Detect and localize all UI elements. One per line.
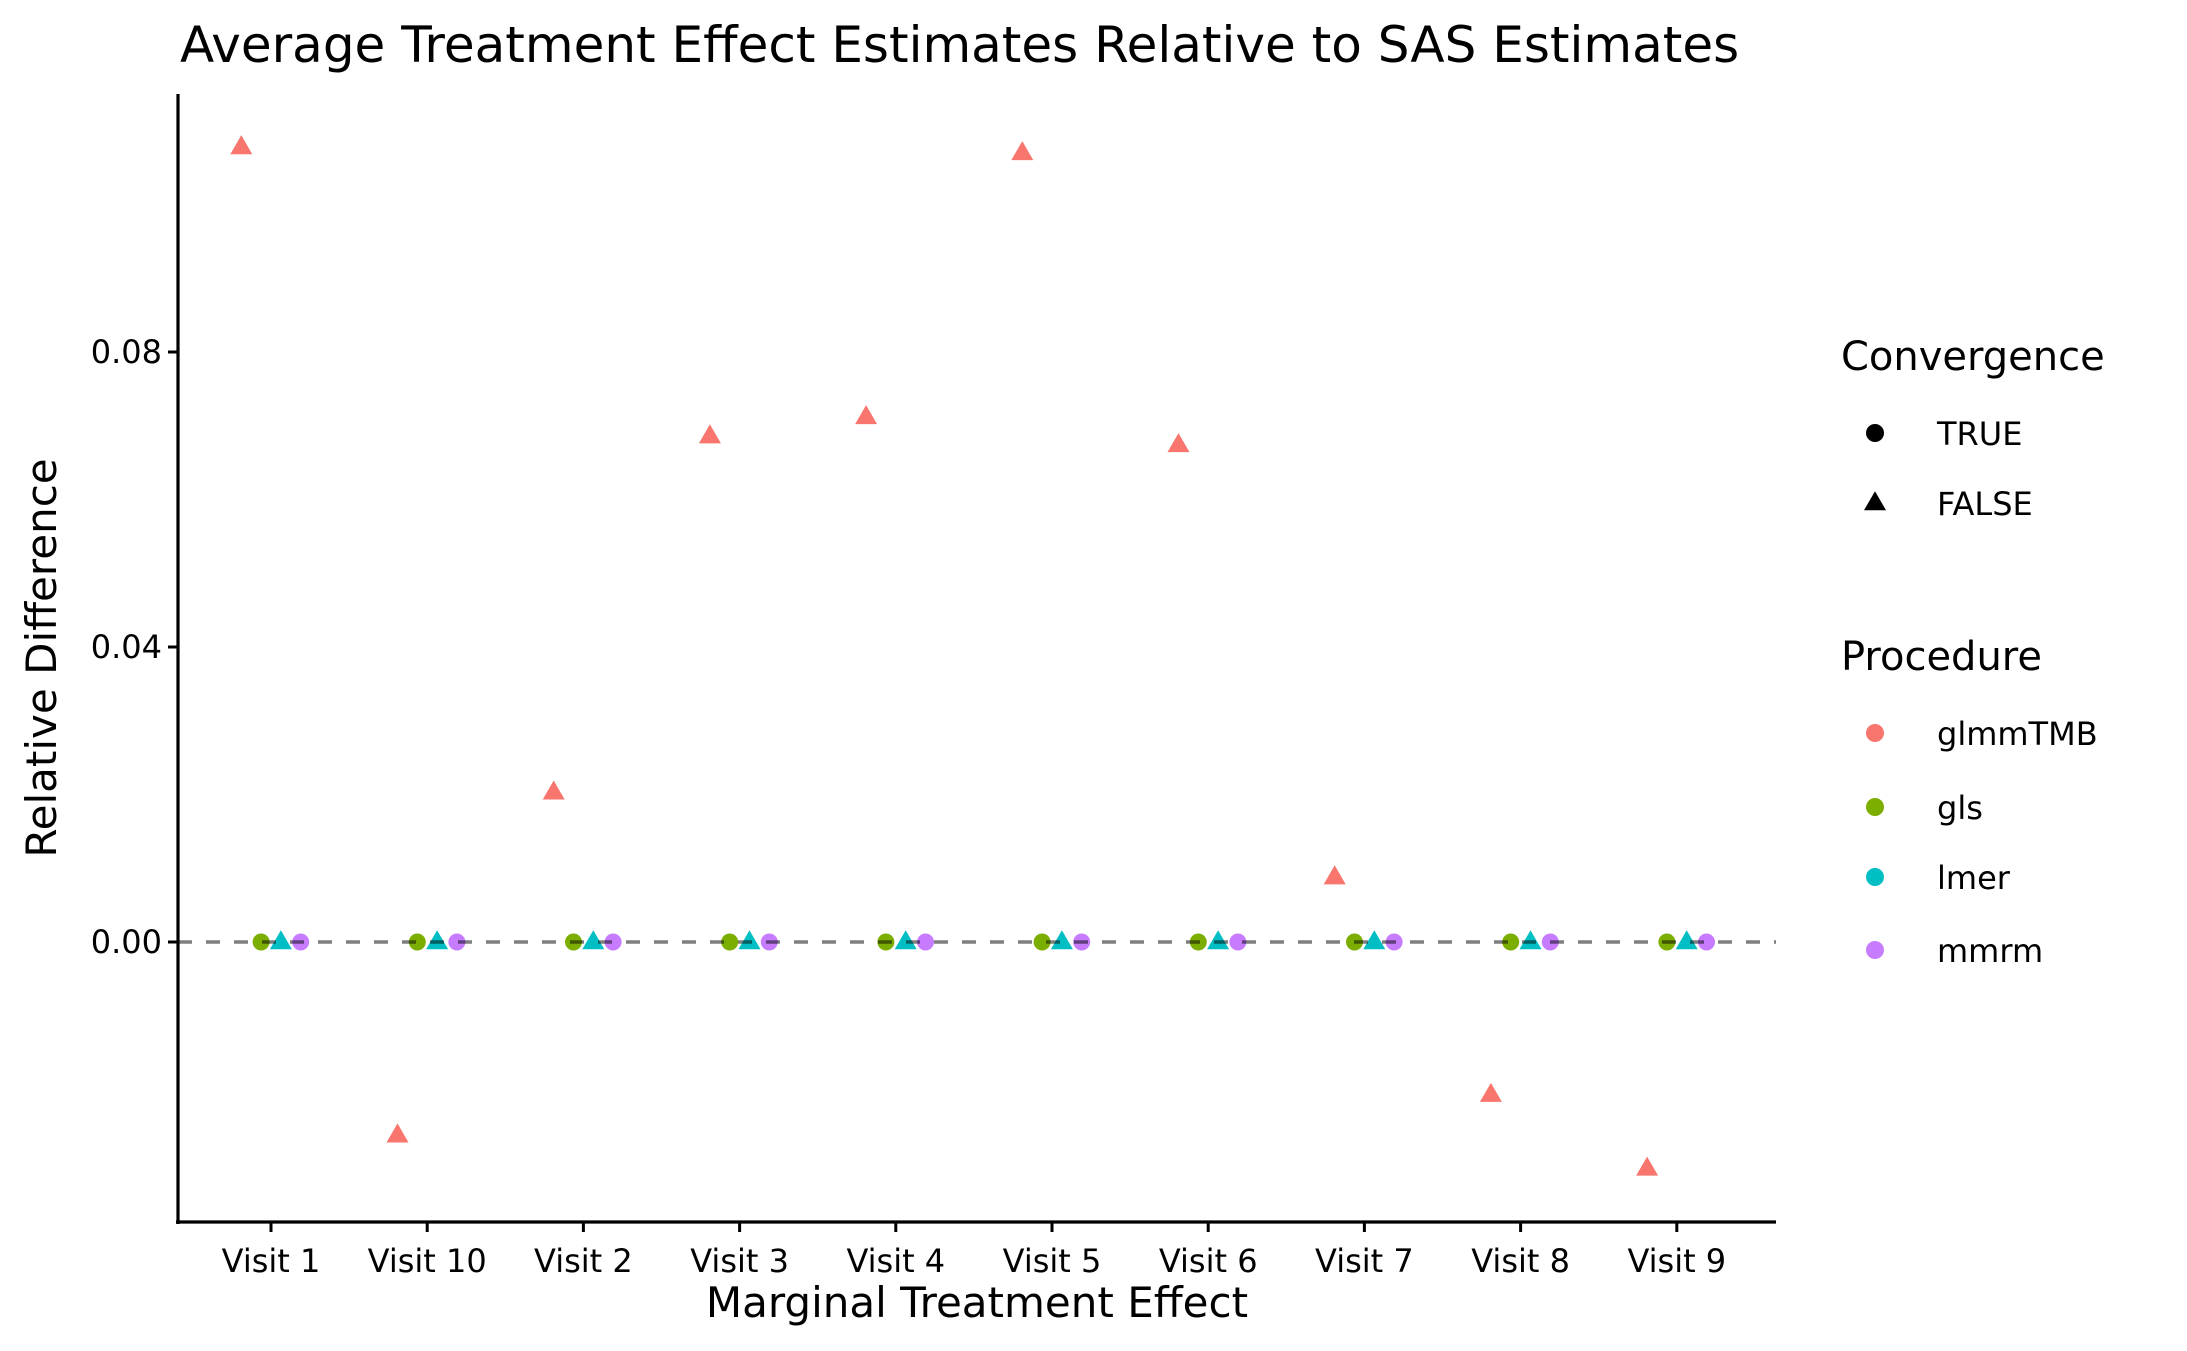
data-point-glmmtmb-visit-8 xyxy=(1479,1082,1502,1102)
data-point-mmrm-visit-6 xyxy=(1229,933,1247,951)
data-point-mmrm-visit-4 xyxy=(917,933,934,951)
legend-key-circle-icon xyxy=(1866,941,1884,959)
data-point-mmrm-visit-10 xyxy=(448,933,466,951)
legend-label: mmrm xyxy=(1937,932,2043,970)
x-tick-label: Visit 7 xyxy=(1315,1242,1414,1280)
legend: Convergence TRUE FALSE Procedure glmmTMB gls l… xyxy=(1841,334,2105,970)
data-point-lmer-visit-2 xyxy=(582,930,605,950)
y-tick-label: 0.04 xyxy=(91,628,162,666)
legend-label: FALSE xyxy=(1937,485,2033,523)
legend-label: glmmTMB xyxy=(1937,715,2098,753)
legend-label: lmer xyxy=(1937,859,2011,897)
data-point-glmmtmb-visit-1 xyxy=(230,135,253,155)
y-axis-title: Relative Difference xyxy=(17,458,66,857)
legend-title: Procedure xyxy=(1841,634,2042,680)
legend-title: Convergence xyxy=(1841,334,2105,380)
x-tick-label: Visit 3 xyxy=(690,1242,789,1280)
data-point-lmer-visit-5 xyxy=(1050,930,1073,950)
x-tick-label: Visit 5 xyxy=(1003,1242,1102,1280)
data-point-glmmtmb-visit-7 xyxy=(1323,865,1346,885)
y-tick-label: 0.08 xyxy=(91,333,162,371)
data-point-lmer-visit-9 xyxy=(1675,930,1698,950)
data-point-glmmtmb-visit-3 xyxy=(698,424,721,444)
plot-area: 0.00 0.04 0.08 Visit 1 Visit 10 Visit 2 Visit … xyxy=(91,94,1776,1280)
data-point-gls-visit-5 xyxy=(1033,933,1051,951)
data-point-gls-visit-10 xyxy=(408,933,426,951)
data-point-glmmtmb-visit-6 xyxy=(1167,433,1190,453)
legend-key-circle-icon xyxy=(1866,724,1884,742)
data-point-lmer-visit-10 xyxy=(426,930,449,950)
x-tick-label: Visit 9 xyxy=(1627,1242,1726,1280)
data-point-gls-visit-8 xyxy=(1502,933,1520,951)
x-tick-label: Visit 1 xyxy=(222,1242,321,1280)
data-point-lmer-visit-1 xyxy=(269,930,292,950)
data-point-lmer-visit-8 xyxy=(1519,930,1542,950)
data-point-glmmtmb-visit-4 xyxy=(855,405,878,425)
x-tick-label: Visit 6 xyxy=(1159,1242,1258,1280)
data-point-glmmtmb-visit-9 xyxy=(1636,1156,1659,1176)
legend-convergence: Convergence TRUE FALSE xyxy=(1841,334,2105,523)
y-tick-label: 0.00 xyxy=(91,923,162,961)
data-point-mmrm-visit-9 xyxy=(1698,933,1715,951)
legend-procedure: Procedure glmmTMB gls lmer mmrm xyxy=(1841,634,2098,970)
data-point-lmer-visit-7 xyxy=(1363,930,1386,950)
data-point-glmmtmb-visit-10 xyxy=(386,1123,409,1143)
data-point-glmmtmb-visit-2 xyxy=(542,780,565,800)
x-tick-label: Visit 4 xyxy=(846,1242,945,1280)
data-point-lmer-visit-6 xyxy=(1207,930,1230,950)
legend-key-triangle-icon xyxy=(1864,491,1886,511)
legend-label: TRUE xyxy=(1936,415,2022,453)
legend-key-circle-icon xyxy=(1866,868,1884,886)
legend-label: gls xyxy=(1937,789,1983,827)
data-point-mmrm-visit-2 xyxy=(604,933,622,951)
data-point-lmer-visit-4 xyxy=(894,930,917,950)
x-tick-label: Visit 2 xyxy=(534,1242,633,1280)
chart-title: Average Treatment Effect Estimates Relat… xyxy=(180,16,1739,74)
data-point-lmer-visit-3 xyxy=(738,930,761,950)
x-tick-label: Visit 10 xyxy=(368,1242,487,1280)
legend-key-circle-icon xyxy=(1866,798,1884,816)
x-tick-label: Visit 8 xyxy=(1471,1242,1570,1280)
x-axis-title: Marginal Treatment Effect xyxy=(706,1278,1248,1327)
legend-key-circle-icon xyxy=(1866,424,1884,442)
data-point-glmmtmb-visit-5 xyxy=(1011,141,1034,161)
data-point-gls-visit-1 xyxy=(252,933,270,951)
data-point-gls-visit-3 xyxy=(721,933,739,951)
